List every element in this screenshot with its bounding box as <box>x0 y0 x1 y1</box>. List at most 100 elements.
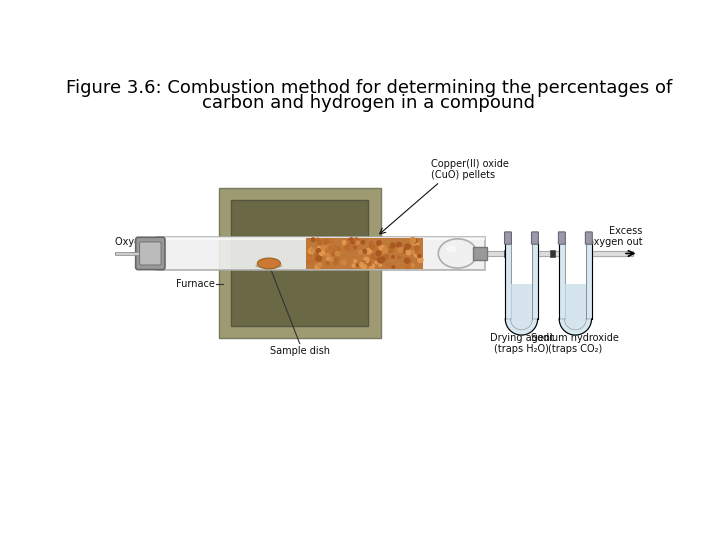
Circle shape <box>376 251 381 256</box>
Bar <box>559 242 564 319</box>
Circle shape <box>351 241 354 244</box>
Circle shape <box>369 244 373 248</box>
Circle shape <box>316 256 321 261</box>
Circle shape <box>350 248 354 251</box>
Circle shape <box>346 241 350 244</box>
Circle shape <box>343 242 345 245</box>
Circle shape <box>315 258 318 260</box>
Circle shape <box>377 257 379 259</box>
Wedge shape <box>564 319 586 330</box>
Circle shape <box>363 249 366 253</box>
Circle shape <box>369 264 374 269</box>
Circle shape <box>324 239 329 244</box>
Wedge shape <box>559 319 592 335</box>
Circle shape <box>410 238 415 243</box>
Circle shape <box>318 263 322 267</box>
Circle shape <box>311 248 314 252</box>
Circle shape <box>406 250 411 255</box>
Circle shape <box>390 243 395 248</box>
Circle shape <box>312 257 317 262</box>
Bar <box>219 188 381 338</box>
Circle shape <box>379 246 384 250</box>
FancyBboxPatch shape <box>135 237 165 269</box>
Ellipse shape <box>256 264 282 268</box>
Circle shape <box>404 259 406 261</box>
Circle shape <box>379 259 384 264</box>
Circle shape <box>327 245 330 248</box>
Circle shape <box>366 261 372 266</box>
FancyBboxPatch shape <box>585 232 593 244</box>
Bar <box>564 251 568 256</box>
FancyBboxPatch shape <box>531 232 539 244</box>
Circle shape <box>359 251 362 254</box>
Circle shape <box>316 238 320 242</box>
FancyBboxPatch shape <box>505 232 511 244</box>
Circle shape <box>354 238 359 243</box>
Text: Drying agent
(traps H₂O): Drying agent (traps H₂O) <box>490 333 554 354</box>
Circle shape <box>392 266 395 268</box>
Circle shape <box>414 252 419 257</box>
Circle shape <box>345 245 350 249</box>
Circle shape <box>381 250 383 253</box>
Circle shape <box>352 264 355 267</box>
Circle shape <box>333 246 337 251</box>
Circle shape <box>320 251 325 255</box>
Circle shape <box>375 254 379 257</box>
Circle shape <box>382 248 387 253</box>
Circle shape <box>356 241 359 245</box>
Text: Sample dish: Sample dish <box>270 346 330 356</box>
Bar <box>157 237 485 271</box>
Ellipse shape <box>257 258 281 269</box>
Text: Excess
oxygen out: Excess oxygen out <box>588 226 642 247</box>
Text: Figure 3.6: Combustion method for determining the percentages of: Figure 3.6: Combustion method for determ… <box>66 79 672 97</box>
Wedge shape <box>510 319 532 330</box>
Circle shape <box>415 246 420 251</box>
Circle shape <box>397 242 402 247</box>
Circle shape <box>315 265 320 269</box>
Circle shape <box>312 256 315 260</box>
Wedge shape <box>564 319 586 330</box>
Circle shape <box>348 238 354 243</box>
Circle shape <box>392 255 394 258</box>
Circle shape <box>309 251 312 254</box>
Circle shape <box>323 251 328 255</box>
Bar <box>532 242 538 319</box>
Bar <box>510 242 532 319</box>
Circle shape <box>398 256 400 259</box>
Circle shape <box>318 240 322 244</box>
Circle shape <box>366 248 372 254</box>
Circle shape <box>374 247 376 249</box>
Circle shape <box>322 246 325 249</box>
Circle shape <box>326 261 329 265</box>
Circle shape <box>361 240 365 244</box>
Circle shape <box>335 258 338 261</box>
Text: Sodium hydroxide
(traps CO₂): Sodium hydroxide (traps CO₂) <box>531 333 619 354</box>
Circle shape <box>418 257 423 262</box>
Circle shape <box>348 239 353 243</box>
Bar <box>487 251 626 256</box>
Text: carbon and hydrogen in a compound: carbon and hydrogen in a compound <box>202 94 536 112</box>
Circle shape <box>383 254 389 259</box>
Circle shape <box>315 256 318 259</box>
Ellipse shape <box>446 246 456 252</box>
Bar <box>564 284 586 319</box>
Circle shape <box>330 258 333 261</box>
Circle shape <box>370 245 374 249</box>
Circle shape <box>382 246 386 248</box>
FancyBboxPatch shape <box>140 242 161 265</box>
Circle shape <box>361 264 366 269</box>
Circle shape <box>387 247 392 252</box>
Circle shape <box>415 243 419 246</box>
Circle shape <box>383 251 387 254</box>
Circle shape <box>414 242 418 246</box>
Circle shape <box>386 262 390 266</box>
Circle shape <box>413 241 416 244</box>
Circle shape <box>326 253 330 257</box>
Circle shape <box>318 253 322 256</box>
Circle shape <box>377 241 381 245</box>
Circle shape <box>328 245 333 250</box>
Bar <box>473 247 487 260</box>
Circle shape <box>413 239 417 243</box>
Bar <box>306 238 423 269</box>
Circle shape <box>364 258 369 263</box>
